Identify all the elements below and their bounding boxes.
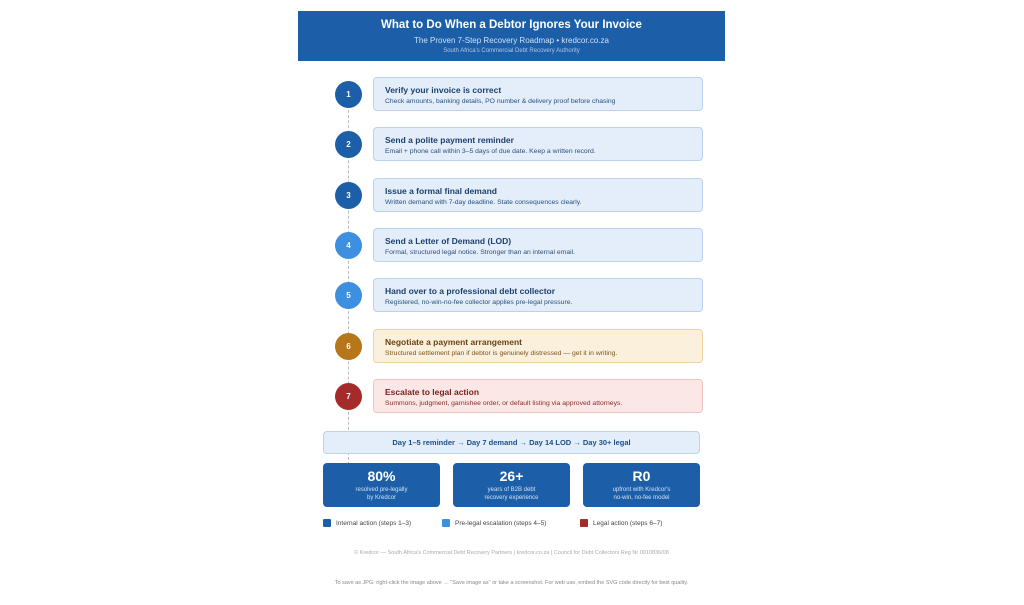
step-number-badge: 6	[335, 332, 362, 360]
step-description: Check amounts, banking details, PO numbe…	[385, 98, 616, 105]
save-note: To save as JPG: right-click the image ab…	[334, 580, 689, 586]
step-card: Escalate to legal action Summons, judgme…	[373, 378, 703, 413]
legend-label: Internal action (steps 1–3)	[336, 519, 412, 527]
legend-swatch	[323, 519, 331, 527]
header: What to Do When a Debtor Ignores Your In…	[298, 11, 725, 61]
step-card: Issue a formal final demand Written dema…	[373, 177, 703, 212]
page-title: What to Do When a Debtor Ignores Your In…	[381, 19, 642, 31]
step-card: Verify your invoice is correct Check amo…	[373, 77, 703, 111]
legend-item: Internal action (steps 1–3)	[323, 519, 411, 527]
step-title: Escalate to legal action	[385, 386, 480, 397]
stat-label: by Kredcor	[366, 495, 396, 501]
legend-label: Pre-legal escalation (steps 4–5)	[455, 519, 547, 527]
stat-value: 80%	[367, 468, 396, 484]
legend-swatch	[580, 519, 588, 527]
timeline-connector	[348, 95, 349, 465]
timeline-summary: Day 1–5 reminder → Day 7 demand → Day 14…	[323, 431, 700, 454]
step-card: Hand over to a professional debt collect…	[373, 278, 703, 313]
step-description: Email + phone call within 3–5 days of du…	[385, 148, 596, 156]
tagline: South Africa's Commercial Debt Recovery …	[443, 48, 580, 54]
step-number-badge: 2	[335, 131, 362, 159]
stat-value: R0	[632, 468, 651, 484]
step-number-badge: 1	[335, 81, 362, 108]
step-title: Hand over to a professional debt collect…	[385, 286, 556, 297]
step-description: Formal, structured legal notice. Stronge…	[385, 248, 576, 256]
legend-item: Pre-legal escalation (steps 4–5)	[442, 519, 546, 527]
stat-value: 26+	[499, 468, 524, 484]
stat-label: resolved pre-legally	[355, 487, 408, 493]
step-number-badge: 5	[335, 282, 362, 310]
step-title: Negotiate a payment arrangement	[385, 336, 522, 347]
stat-label: recovery experience	[484, 495, 539, 501]
step-title: Issue a formal final demand	[385, 185, 497, 196]
stat-card: 80% resolved pre-legally by Kredcor	[323, 463, 440, 507]
step-title: Verify your invoice is correct	[385, 85, 502, 95]
step-description: Written demand with 7-day deadline. Stat…	[385, 198, 582, 206]
legend-label: Legal action (steps 6–7)	[593, 519, 663, 527]
step-card: Send a polite payment reminder Email + p…	[373, 127, 703, 162]
step-description: Summons, judgment, garnishee order, or d…	[385, 399, 623, 407]
legend-item: Legal action (steps 6–7)	[580, 519, 662, 527]
stat-label: years of B2B debt	[487, 487, 536, 493]
step-number-badge: 7	[335, 382, 362, 410]
stat-label: no-win, no-fee model	[613, 495, 670, 501]
footer: © Kredcor — South Africa's Commercial De…	[354, 550, 669, 556]
stat-label: upfront with Kredcor's	[612, 487, 671, 493]
step-card: Negotiate a payment arrangement Structur…	[373, 328, 703, 363]
step-number-badge: 3	[335, 181, 362, 209]
step-title: Send a Letter of Demand (LOD)	[385, 235, 512, 246]
step-description: Registered, no-win-no-fee collector appl…	[385, 299, 573, 307]
step-number-badge: 4	[335, 231, 362, 259]
stat-card: 26+ years of B2B debt recovery experienc…	[453, 463, 570, 507]
subtitle: The Proven 7-Step Recovery Roadmap • kre…	[414, 36, 609, 45]
step-title: Send a polite payment reminder	[385, 135, 514, 146]
step-card: Send a Letter of Demand (LOD) Formal, st…	[373, 227, 703, 262]
stat-card: R0 upfront with Kredcor's no-win, no-fee…	[583, 463, 700, 507]
legend-swatch	[442, 519, 450, 527]
step-description: Structured settlement plan if debtor is …	[385, 349, 618, 357]
